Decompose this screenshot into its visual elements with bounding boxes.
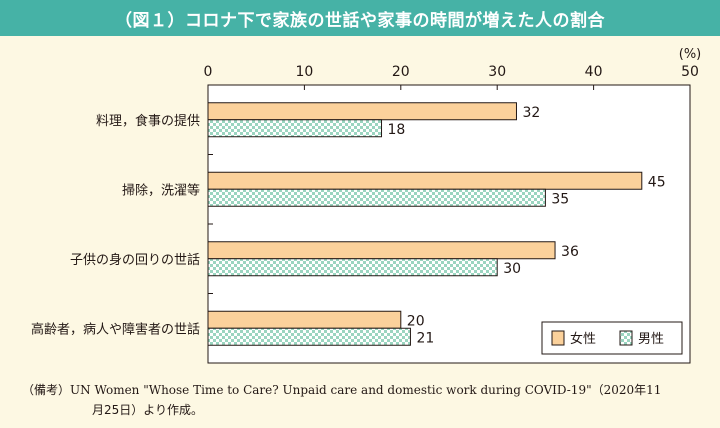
note-line2: 月25日）より作成。 xyxy=(92,403,204,417)
bar-male xyxy=(207,188,546,207)
bar-female xyxy=(207,310,402,329)
legend-box xyxy=(541,321,683,355)
legend-swatch-female xyxy=(551,330,565,346)
category-label: 高齢者，病人や障害者の世話 xyxy=(31,321,200,337)
x-tick-label: 40 xyxy=(585,64,603,80)
legend-swatch-male xyxy=(619,330,633,346)
data-label: 45 xyxy=(648,174,666,190)
legend-label-female: 女性 xyxy=(570,331,596,347)
bar-male xyxy=(207,119,383,138)
bar-female xyxy=(207,241,556,260)
legend-label-male: 男性 xyxy=(638,332,664,347)
note-line1: UN Women "Whose Time to Care? Unpaid car… xyxy=(70,383,662,397)
footnote: （備考）UN Women "Whose Time to Care? Unpaid… xyxy=(22,380,712,420)
data-label: 35 xyxy=(551,191,569,207)
category-label: 料理，食事の提供 xyxy=(96,113,200,129)
data-label: 36 xyxy=(561,244,579,260)
bar-male xyxy=(207,258,498,277)
x-tick-label: 10 xyxy=(295,64,313,80)
data-label: 20 xyxy=(407,313,425,329)
unit-label: (%) xyxy=(679,47,702,62)
data-label: 30 xyxy=(503,261,521,277)
x-tick-label: 50 xyxy=(681,64,699,80)
chart-title: （図１）コロナ下で家族の世話や家事の時間が増えた人の割合 xyxy=(0,0,720,36)
x-tick-label: 30 xyxy=(488,64,506,80)
category-label: 子供の身の回りの世話 xyxy=(70,252,200,268)
x-tick-label: 20 xyxy=(392,64,410,80)
bar-female xyxy=(207,102,517,121)
data-label: 18 xyxy=(388,122,406,138)
bar-male xyxy=(207,327,411,346)
bar-chart: 0 10 20 30 40 50 料理，食事の提供掃除，洗濯等子供の身の回りの世話高齢者，… xyxy=(31,47,702,364)
data-label: 32 xyxy=(522,105,540,121)
x-tick-label: 0 xyxy=(204,64,213,80)
bar-female xyxy=(207,171,643,190)
legend: 女性 男性 xyxy=(541,321,683,355)
note-prefix: （備考） xyxy=(22,383,71,397)
data-label: 21 xyxy=(416,330,434,346)
category-label: 掃除，洗濯等 xyxy=(122,182,200,198)
